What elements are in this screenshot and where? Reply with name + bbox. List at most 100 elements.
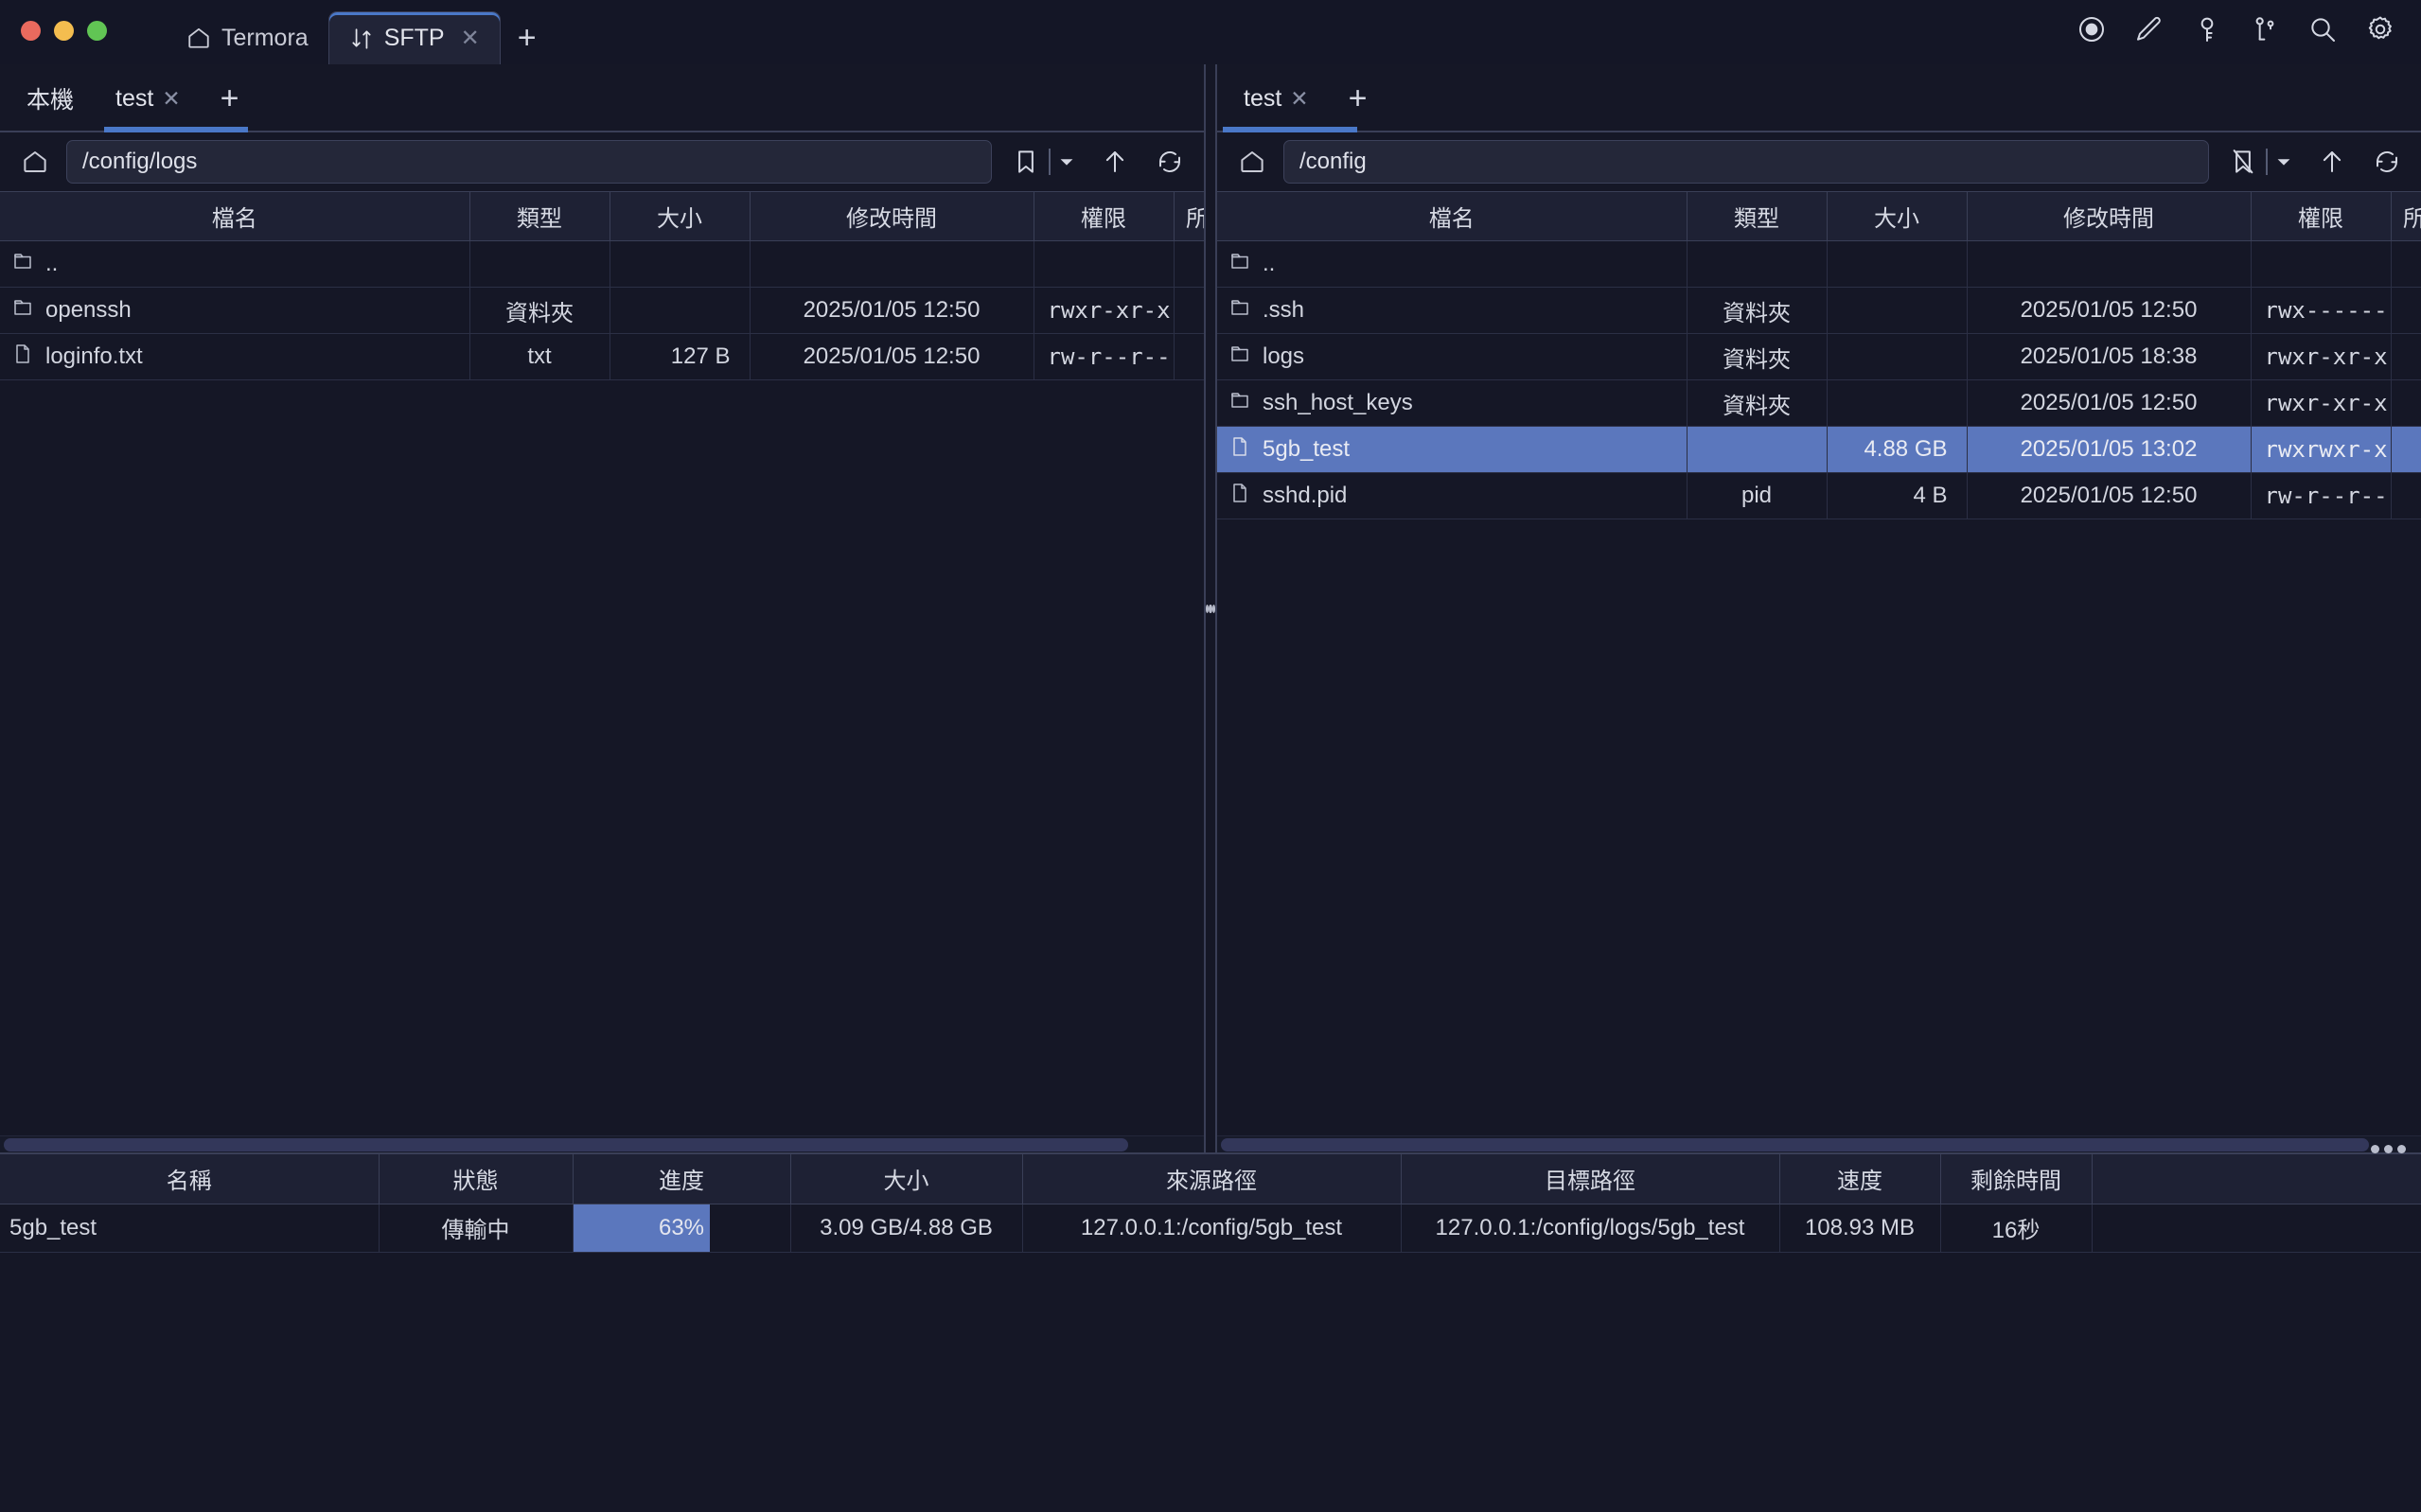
maximize-window-button[interactable]: [87, 21, 107, 41]
file-size: [610, 240, 751, 288]
file-modified: [750, 240, 1034, 288]
file-modified: 2025/01/05 13:02: [1967, 426, 2252, 473]
bookmark-off-icon[interactable]: [2222, 141, 2264, 183]
scrollbar-thumb[interactable]: [1221, 1138, 2370, 1152]
home-icon[interactable]: [1230, 140, 1274, 184]
horizontal-splitter-handle[interactable]: [2371, 1145, 2406, 1153]
chevron-down-icon[interactable]: [1052, 141, 1081, 183]
folder-icon: [1228, 389, 1251, 418]
home-icon[interactable]: [13, 140, 57, 184]
pencil-icon[interactable]: [2133, 13, 2165, 45]
table-row[interactable]: ..: [1217, 240, 2421, 288]
new-pane-tab-button[interactable]: +: [220, 79, 239, 116]
column-header-size[interactable]: 大小: [610, 191, 751, 241]
column-header-permissions[interactable]: 權限: [2251, 191, 2392, 241]
file-name: loginfo.txt: [45, 343, 143, 369]
transfer-name: 5gb_test: [0, 1204, 380, 1253]
left-horizontal-scrollbar[interactable]: [0, 1135, 1204, 1152]
column-header-progress[interactable]: 進度: [573, 1154, 791, 1204]
pane-tab-test[interactable]: test ✕: [1223, 64, 1330, 132]
left-file-list[interactable]: 檔名 類型 大小 修改時間 權限 所 ..: [0, 191, 1204, 1135]
home-icon: [186, 26, 211, 50]
column-header-target-path[interactable]: 目標路徑: [1401, 1154, 1780, 1204]
file-type: 資料夾: [1687, 287, 1828, 334]
refresh-icon[interactable]: [2366, 141, 2408, 183]
progress-bar-fill: [573, 1204, 710, 1251]
column-header-source-path[interactable]: 來源路徑: [1022, 1154, 1402, 1204]
file-size: [1827, 240, 1968, 288]
transfer-row[interactable]: 5gb_test 傳輸中 63% 3.09 GB/4.88 GB 127.0.0…: [0, 1204, 2421, 1253]
table-row[interactable]: ..: [0, 240, 1204, 288]
table-row[interactable]: loginfo.txt txt 127 B 2025/01/05 12:50 r…: [0, 333, 1204, 380]
tab-bar-divider: [0, 131, 1204, 132]
column-header-owner[interactable]: 所: [2391, 191, 2421, 241]
file-name: ..: [45, 251, 59, 276]
file-permissions: rwxr-xr-x: [1034, 287, 1175, 334]
app-tab-termora[interactable]: Termora: [167, 11, 328, 64]
table-row[interactable]: logs 資料夾 2025/01/05 18:38 rwxr-xr-x: [1217, 333, 2421, 380]
right-pane-tab-bar: test ✕ +: [1217, 64, 2421, 132]
folder-icon: [1228, 296, 1251, 325]
arrow-up-icon[interactable]: [2311, 141, 2353, 183]
column-header-type[interactable]: 類型: [1687, 191, 1828, 241]
bookmark-icon[interactable]: [1005, 141, 1047, 183]
table-row-selected[interactable]: 5gb_test 4.88 GB 2025/01/05 13:02 rwxrwx…: [1217, 426, 2421, 473]
column-header-transfer-name[interactable]: 名稱: [0, 1154, 380, 1204]
column-header-speed[interactable]: 速度: [1779, 1154, 1941, 1204]
column-header-type[interactable]: 類型: [469, 191, 610, 241]
minimize-window-button[interactable]: [54, 21, 74, 41]
table-row[interactable]: sshd.pid pid 4 B 2025/01/05 12:50 rw-r--…: [1217, 472, 2421, 519]
right-path-input[interactable]: /config: [1283, 140, 2209, 184]
transfer-source-path: 127.0.0.1:/config/5gb_test: [1022, 1204, 1402, 1253]
pane-tab-test[interactable]: test ✕: [95, 64, 202, 132]
splitter-dot: [2384, 1145, 2393, 1153]
pane-tab-local[interactable]: 本機: [6, 64, 95, 132]
file-size: [1827, 379, 1968, 427]
column-header-status[interactable]: 狀態: [379, 1154, 574, 1204]
file-modified: 2025/01/05 12:50: [1967, 472, 2252, 519]
right-file-list[interactable]: 檔名 類型 大小 修改時間 權限 所 ..: [1217, 191, 2421, 1135]
column-header-transfer-size[interactable]: 大小: [790, 1154, 1023, 1204]
scrollbar-thumb[interactable]: [4, 1138, 1129, 1152]
transfer-progress: 63%: [573, 1204, 791, 1253]
new-app-tab-button[interactable]: +: [517, 19, 537, 56]
column-header-name[interactable]: 檔名: [0, 191, 470, 241]
refresh-icon[interactable]: [1149, 141, 1191, 183]
chevron-down-icon[interactable]: [2270, 141, 2298, 183]
file-table-header-row: 檔名 類型 大小 修改時間 權限 所: [1217, 191, 2421, 241]
column-header-remaining-time[interactable]: 剩餘時間: [1940, 1154, 2093, 1204]
column-header-owner[interactable]: 所: [1174, 191, 1204, 241]
arrow-up-icon[interactable]: [1094, 141, 1136, 183]
gear-icon[interactable]: [2364, 13, 2396, 45]
table-row[interactable]: openssh 資料夾 2025/01/05 12:50 rwxr-xr-x: [0, 287, 1204, 334]
search-icon[interactable]: [2306, 13, 2339, 45]
close-icon[interactable]: ✕: [1290, 85, 1309, 111]
column-header-size[interactable]: 大小: [1827, 191, 1968, 241]
close-window-button[interactable]: [21, 21, 41, 41]
pane-tab-label: test: [1244, 84, 1282, 112]
column-header-modified[interactable]: 修改時間: [1967, 191, 2252, 241]
key-icon[interactable]: [2191, 13, 2223, 45]
left-path-input[interactable]: /config/logs: [66, 140, 992, 184]
table-row[interactable]: ssh_host_keys 資料夾 2025/01/05 12:50 rwxr-…: [1217, 379, 2421, 427]
file-permissions: rw-r--r--: [1034, 333, 1175, 380]
column-header-modified[interactable]: 修改時間: [750, 191, 1034, 241]
close-icon[interactable]: ✕: [460, 26, 480, 51]
app-tab-sftp[interactable]: SFTP ✕: [327, 11, 501, 64]
column-header-permissions[interactable]: 權限: [1034, 191, 1175, 241]
pane-splitter[interactable]: [1204, 64, 1217, 1152]
close-icon[interactable]: ✕: [162, 85, 181, 111]
app-tab-label: Termora: [221, 24, 309, 51]
table-row[interactable]: .ssh 資料夾 2025/01/05 12:50 rwx------: [1217, 287, 2421, 334]
column-header-name[interactable]: 檔名: [1217, 191, 1688, 241]
file-name: logs: [1263, 343, 1305, 369]
record-icon[interactable]: [2076, 13, 2108, 45]
new-pane-tab-button[interactable]: +: [1348, 79, 1368, 116]
file-permissions: rw-r--r--: [2251, 472, 2392, 519]
git-branch-icon[interactable]: [2249, 13, 2281, 45]
file-type: txt: [469, 333, 610, 380]
file-modified: 2025/01/05 12:50: [750, 287, 1034, 334]
folder-icon: [1228, 343, 1251, 372]
file-name: 5gb_test: [1263, 436, 1351, 462]
right-horizontal-scrollbar[interactable]: [1217, 1135, 2421, 1152]
